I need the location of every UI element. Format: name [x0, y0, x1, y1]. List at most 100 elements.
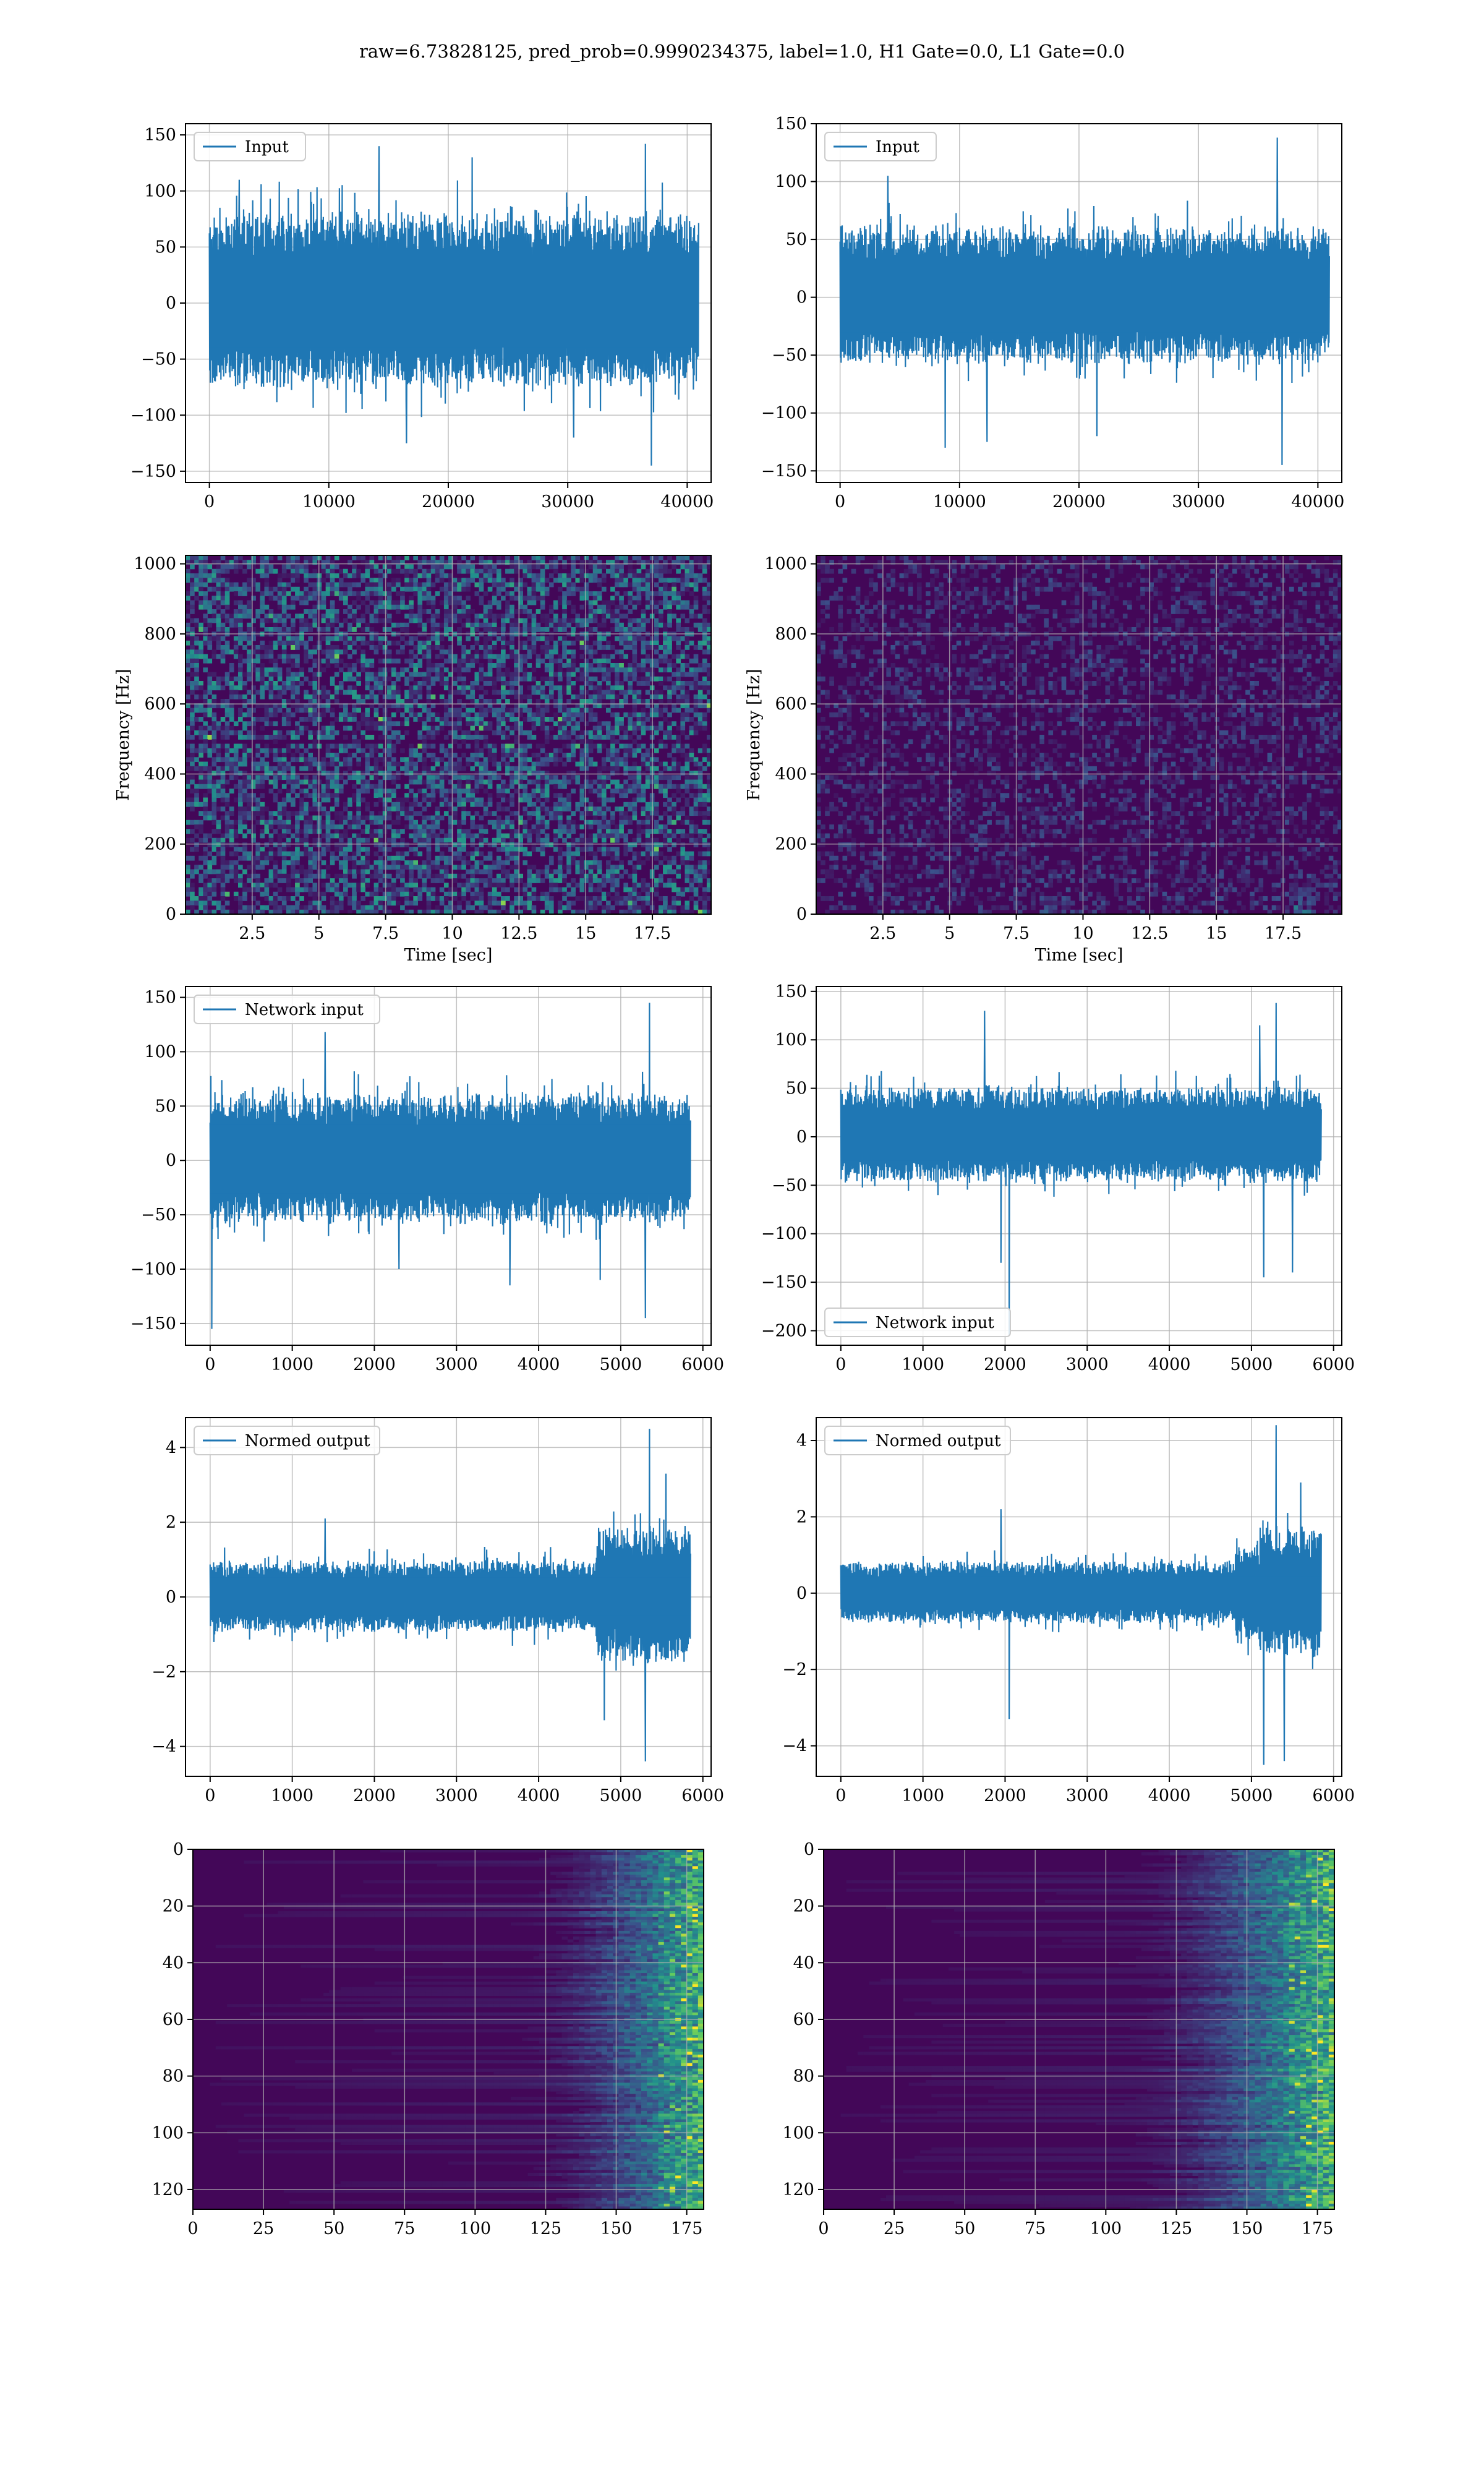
y-tick-label: 4 [796, 1431, 807, 1450]
x-tick-label: 125 [1161, 2219, 1193, 2238]
series-core [840, 1110, 1321, 1161]
axes-frame [823, 1849, 1335, 2210]
x-tick-label: 15 [1206, 924, 1227, 943]
x-tick-label: 20000 [1052, 492, 1106, 511]
y-tick-label: 20 [163, 1897, 184, 1916]
x-tick-label: 4000 [1148, 1786, 1191, 1805]
y-tick-label: 60 [163, 2010, 184, 2029]
y-tick-label: −150 [761, 1273, 807, 1292]
y-tick-label: 0 [796, 1584, 807, 1603]
y-axis-label: Frequency [Hz] [744, 669, 764, 800]
legend-box [824, 132, 937, 161]
y-tick-label: 2 [796, 1507, 807, 1526]
x-tick-label: 1000 [902, 1355, 944, 1374]
x-tick-label: 2000 [984, 1355, 1026, 1374]
subplot-normed-output-h1: 0 1000 2000 3000 4000 5000 6000 −4 −2 0 2 4 Normed o… [151, 1417, 724, 1805]
y-tick-label: −100 [761, 404, 807, 423]
x-tick-label: 17.5 [634, 924, 671, 943]
x-tick-label: 15 [575, 924, 596, 943]
y-tick-label: 100 [775, 173, 807, 192]
y-tick-label: 400 [775, 764, 807, 784]
x-tick-label: 1000 [902, 1786, 944, 1805]
x-tick-label: 0 [835, 1786, 846, 1805]
legend: Normed output [194, 1426, 380, 1455]
y-tick-label: 0 [796, 1128, 807, 1147]
legend-label: Normed output [876, 1432, 1001, 1450]
y-tick-label: 0 [804, 1840, 814, 1859]
x-tick-label: 5000 [1230, 1355, 1273, 1374]
legend-box [194, 1426, 380, 1455]
x-tick-label: 175 [1302, 2219, 1334, 2238]
y-tick-label: 0 [796, 288, 807, 307]
x-tick-label: 2000 [984, 1786, 1026, 1805]
series-core [210, 1577, 691, 1616]
y-tick-label: 40 [793, 1953, 814, 1972]
x-tick-label: 0 [187, 2219, 198, 2238]
y-tick-label: −4 [782, 1737, 807, 1756]
axes-frame [185, 555, 712, 915]
y-tick-label: −2 [151, 1663, 176, 1682]
y-tick-label: 0 [166, 1588, 176, 1607]
y-tick-label: 1000 [764, 555, 807, 574]
x-tick-label: 10000 [302, 492, 356, 511]
legend-label: Network input [245, 1001, 364, 1019]
y-tick-label: 80 [163, 2067, 184, 2086]
legend: Input [824, 132, 937, 161]
y-tick-label: 150 [144, 126, 176, 145]
x-tick-label: 150 [1231, 2219, 1263, 2238]
x-tick-label: 10 [441, 924, 463, 943]
x-tick-label: 0 [835, 1355, 846, 1374]
x-tick-label: 30000 [1172, 492, 1225, 511]
x-tick-label: 6000 [1312, 1355, 1355, 1374]
legend-box [194, 132, 306, 161]
y-tick-label: 0 [166, 1151, 176, 1170]
x-tick-label: 2.5 [869, 924, 896, 943]
y-tick-label: 800 [775, 625, 807, 644]
y-tick-label: −50 [772, 346, 807, 365]
x-tick-label: 5000 [1230, 1786, 1273, 1805]
x-tick-label: 6000 [681, 1786, 724, 1805]
y-tick-label: −2 [782, 1660, 807, 1679]
x-tick-label: 12.5 [1131, 924, 1168, 943]
y-tick-label: 0 [166, 905, 176, 924]
x-tick-label: 7.5 [372, 924, 399, 943]
x-tick-label: 7.5 [1003, 924, 1030, 943]
x-tick-label: 2000 [353, 1355, 396, 1374]
legend-box [824, 1308, 1011, 1337]
y-tick-label: 40 [163, 1953, 184, 1972]
legend-label: Input [876, 138, 919, 156]
y-tick-label: 2 [166, 1513, 176, 1532]
legend: Network input [194, 995, 380, 1024]
y-tick-label: 600 [144, 695, 176, 714]
y-tick-label: 100 [151, 2123, 184, 2142]
heatmap-image [193, 1849, 704, 2209]
y-tick-label: 200 [775, 835, 807, 854]
x-tick-label: 50 [323, 2219, 344, 2238]
x-tick-label: 25 [884, 2219, 905, 2238]
x-tick-label: 5000 [600, 1786, 642, 1805]
y-tick-label: 600 [775, 695, 807, 714]
x-tick-label: 12.5 [500, 924, 537, 943]
subplot-input-l1: 0 10000 20000 30000 40000 −150 −100 −50 0 50 100 15… [761, 114, 1344, 511]
x-tick-label: 1000 [271, 1355, 313, 1374]
y-tick-label: 50 [786, 1079, 807, 1098]
heatmap-image [824, 1849, 1334, 2209]
series-core [840, 259, 1329, 333]
y-tick-label: 0 [173, 1840, 184, 1859]
x-tick-label: 30000 [541, 492, 594, 511]
legend: Normed output [824, 1426, 1011, 1455]
heatmap-image [186, 555, 711, 914]
series-core [840, 1576, 1321, 1609]
subplot-normed-output-l1: 0 1000 2000 3000 4000 5000 6000 −4 −2 0 2 4 Normed o… [782, 1417, 1355, 1805]
x-tick-label: 125 [530, 2219, 562, 2238]
y-tick-label: 20 [793, 1897, 814, 1916]
axes-frame [816, 986, 1342, 1346]
heatmap-image [816, 555, 1342, 914]
legend-label: Input [245, 138, 289, 156]
x-tick-label: 20000 [422, 492, 475, 511]
x-tick-label: 2000 [353, 1786, 396, 1805]
y-tick-label: 400 [144, 764, 176, 784]
legend-box [194, 995, 380, 1024]
y-tick-label: 0 [166, 294, 176, 313]
y-tick-label: 150 [144, 988, 176, 1008]
